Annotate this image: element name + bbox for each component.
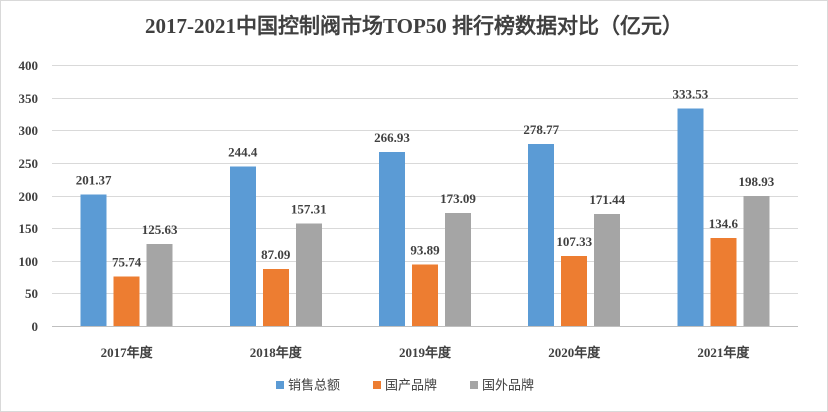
x-tick-label: 2021年度	[697, 345, 750, 360]
gridlines	[52, 65, 798, 327]
data-label: 157.31	[291, 201, 327, 216]
x-tick-label: 2020年度	[548, 345, 601, 360]
data-label: 75.74	[112, 255, 142, 270]
legend: 销售总额 国产品牌 国外品牌	[276, 378, 534, 393]
bar-series-1	[80, 194, 107, 326]
y-tick-label: 300	[19, 123, 39, 138]
data-label: 198.93	[739, 174, 775, 189]
bar-series-3	[594, 214, 621, 326]
chart-title: 2017-2021中国控制阀市场TOP50 排行榜数据对比（亿元）	[145, 14, 683, 38]
x-tick-label: 2017年度	[101, 345, 154, 360]
x-tick-label: 2018年度	[250, 345, 303, 360]
data-labels: 201.37 75.74 125.63 244.4 87.09 157.31 266.93 9…	[76, 86, 775, 269]
x-tick-label: 2019年度	[399, 345, 452, 360]
data-label: 244.4	[228, 145, 258, 160]
data-label: 173.09	[440, 191, 476, 206]
bar-series-3	[146, 244, 173, 326]
bar-series-1	[379, 151, 405, 326]
y-tick-label: 350	[19, 91, 39, 106]
y-tick-label: 200	[19, 189, 39, 204]
legend-swatch	[276, 381, 284, 389]
data-label: 201.37	[76, 173, 112, 188]
bar-series-1	[528, 144, 555, 326]
bar-series-3	[743, 196, 770, 326]
bar-series-2	[561, 255, 588, 326]
legend-label: 销售总额	[288, 378, 340, 393]
data-label: 87.09	[261, 247, 291, 262]
data-label: 278.77	[523, 122, 559, 137]
data-label: 333.53	[673, 86, 709, 101]
bar-series-2	[113, 276, 140, 326]
data-label: 171.44	[589, 192, 625, 207]
legend-label: 国外品牌	[482, 378, 534, 393]
bar-series-2	[412, 264, 438, 326]
y-tick-label: 250	[19, 156, 39, 171]
y-tick-label: 100	[19, 254, 39, 269]
bars	[80, 108, 770, 326]
y-tick-label: 0	[32, 319, 39, 334]
data-label: 93.89	[410, 243, 440, 258]
legend-swatch	[470, 381, 478, 389]
y-tick-label: 50	[25, 286, 38, 301]
bar-series-1	[677, 108, 704, 326]
bar-series-1	[229, 166, 256, 326]
y-tick-label: 150	[19, 221, 39, 236]
legend-item: 国产品牌	[373, 378, 437, 393]
bar-series-2	[262, 269, 289, 326]
bar-series-3	[445, 213, 471, 326]
legend-item: 国外品牌	[470, 378, 534, 393]
y-tick-label: 400	[19, 58, 39, 73]
legend-swatch	[373, 381, 381, 389]
bar-series-2	[710, 238, 737, 326]
y-axis-labels: 0 50 100 150 200 250 300 350 400	[19, 58, 39, 334]
data-label: 125.63	[142, 222, 178, 237]
data-label: 134.6	[709, 216, 739, 231]
legend-label: 国产品牌	[385, 378, 437, 393]
data-label: 107.33	[556, 234, 592, 249]
data-label: 266.93	[374, 130, 410, 145]
bar-series-3	[295, 223, 322, 326]
x-axis-labels: 2017年度 2018年度 2019年度 2020年度 2021年度	[101, 345, 751, 360]
legend-item: 销售总额	[276, 378, 340, 393]
